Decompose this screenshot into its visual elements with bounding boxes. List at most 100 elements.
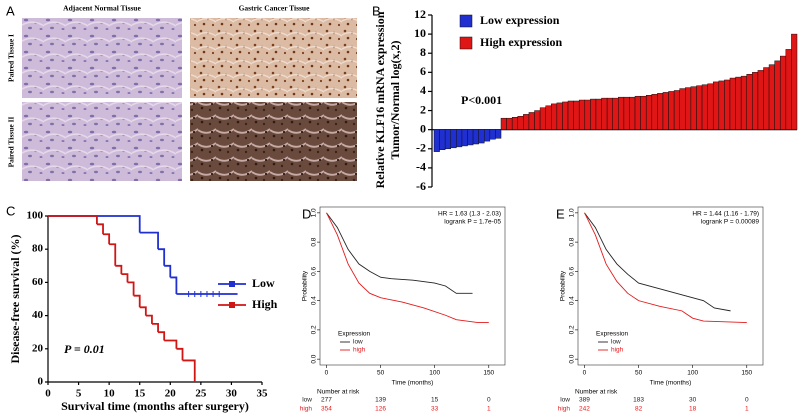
y-tick-label: 0.6 bbox=[569, 266, 576, 275]
bar bbox=[556, 102, 563, 130]
survival-step bbox=[48, 215, 141, 233]
bar bbox=[618, 96, 625, 130]
risk-count: 139 bbox=[375, 397, 386, 404]
tissue-image bbox=[22, 18, 182, 98]
plot-frame bbox=[577, 206, 764, 366]
survival-step bbox=[133, 294, 141, 308]
survival-step bbox=[115, 264, 123, 275]
legend-marker bbox=[229, 281, 235, 287]
bar bbox=[752, 72, 759, 130]
survival-step bbox=[158, 248, 166, 266]
risk-count: 389 bbox=[579, 397, 590, 404]
annotation: HR = 1.63 (1.3 - 2.03) bbox=[438, 211, 501, 218]
bar bbox=[472, 129, 479, 145]
legend-swatch bbox=[459, 36, 473, 50]
x-axis-label: Survival time (months after surgery) bbox=[61, 399, 249, 413]
y-tick-label: -2 bbox=[416, 141, 426, 155]
plot-frame bbox=[319, 206, 506, 366]
bar bbox=[623, 96, 630, 130]
x-tick-label: 15 bbox=[134, 388, 146, 400]
tissue-image bbox=[190, 18, 357, 98]
y-tick-label: 0.2 bbox=[311, 325, 318, 334]
y-tick-label: 100 bbox=[27, 210, 44, 222]
y-axis-label: Relative KLF16 mRNA expression bbox=[373, 11, 387, 188]
bar bbox=[601, 97, 608, 130]
survival-step bbox=[151, 323, 159, 333]
panel-a: A Adjacent Normal Tissue Gastric Cancer … bbox=[6, 3, 357, 181]
y-tick-label: 40 bbox=[32, 309, 44, 321]
survival-step bbox=[158, 331, 166, 341]
panel-label: B bbox=[372, 3, 381, 18]
bar bbox=[439, 129, 446, 150]
bar bbox=[718, 80, 725, 130]
column-header: Gastric Cancer Tissue bbox=[239, 4, 311, 13]
bar bbox=[595, 98, 602, 130]
risk-count: 30 bbox=[689, 397, 697, 404]
bar bbox=[779, 55, 787, 130]
legend-title: Expression bbox=[338, 331, 371, 338]
annotation: logrank P = 0.00089 bbox=[701, 219, 760, 226]
bar bbox=[484, 129, 491, 142]
risk-count: 242 bbox=[579, 406, 590, 413]
survival-step bbox=[176, 347, 184, 361]
risk-row-name: high bbox=[300, 406, 313, 413]
y-tick-label: 4 bbox=[420, 83, 426, 97]
bar bbox=[517, 116, 524, 130]
x-tick-label: 0 bbox=[583, 370, 587, 377]
bar bbox=[612, 97, 619, 130]
survival-step bbox=[182, 359, 196, 382]
bar bbox=[668, 91, 675, 130]
y-tick-label: 0.6 bbox=[311, 266, 318, 275]
risk-count: 183 bbox=[633, 397, 644, 404]
tissue-image bbox=[190, 102, 357, 181]
y-axis-label: Disease-free survival (%) bbox=[8, 234, 22, 363]
y-tick-label: 12 bbox=[414, 7, 426, 21]
x-tick-label: 50 bbox=[377, 370, 385, 377]
bar bbox=[506, 117, 513, 130]
survival-step bbox=[139, 306, 147, 316]
y-tick-label: 0 bbox=[420, 121, 426, 135]
survival-curve bbox=[326, 212, 489, 324]
y-axis-label: Tumor/Normal log(x,2) bbox=[388, 41, 402, 160]
survival-step bbox=[96, 223, 104, 235]
risk-row-name: high bbox=[558, 406, 571, 413]
y-tick-label: 0 bbox=[38, 376, 44, 388]
risk-count: 1 bbox=[487, 406, 491, 413]
bar bbox=[763, 67, 770, 130]
y-tick-label: 20 bbox=[32, 342, 44, 354]
legend-label: high bbox=[611, 347, 624, 354]
bar bbox=[696, 85, 703, 130]
bar bbox=[785, 49, 792, 130]
bar bbox=[685, 87, 692, 130]
bar bbox=[456, 129, 463, 148]
y-axis-label: Probability bbox=[560, 270, 567, 301]
bar bbox=[511, 116, 519, 130]
bar bbox=[729, 77, 736, 130]
y-tick-label: 0.2 bbox=[569, 325, 576, 334]
risk-count: 277 bbox=[321, 397, 332, 404]
bar bbox=[629, 96, 636, 130]
bar bbox=[735, 76, 742, 130]
panel-label: A bbox=[6, 3, 15, 18]
bar bbox=[562, 101, 569, 130]
x-tick-label: 25 bbox=[195, 388, 207, 400]
x-tick-label: 50 bbox=[635, 370, 643, 377]
bar bbox=[690, 86, 697, 130]
risk-title: Number at risk bbox=[317, 389, 360, 396]
bar bbox=[578, 99, 586, 130]
bar bbox=[701, 84, 708, 130]
row-header: Paired Tissue II bbox=[7, 117, 16, 168]
y-tick-label: 60 bbox=[32, 276, 44, 288]
y-tick-label: 1.0 bbox=[569, 208, 576, 217]
legend-label: low bbox=[353, 339, 363, 346]
x-axis-label: Time (months) bbox=[650, 380, 692, 387]
bar bbox=[679, 88, 686, 130]
y-tick-label: 0.4 bbox=[311, 296, 318, 305]
x-tick-label: 150 bbox=[741, 370, 752, 377]
bar bbox=[791, 33, 798, 130]
annotation: P<0.001 bbox=[461, 93, 502, 107]
bar bbox=[450, 129, 457, 149]
bar bbox=[551, 103, 558, 130]
y-tick-label: 8 bbox=[420, 45, 426, 59]
bar bbox=[523, 114, 530, 130]
